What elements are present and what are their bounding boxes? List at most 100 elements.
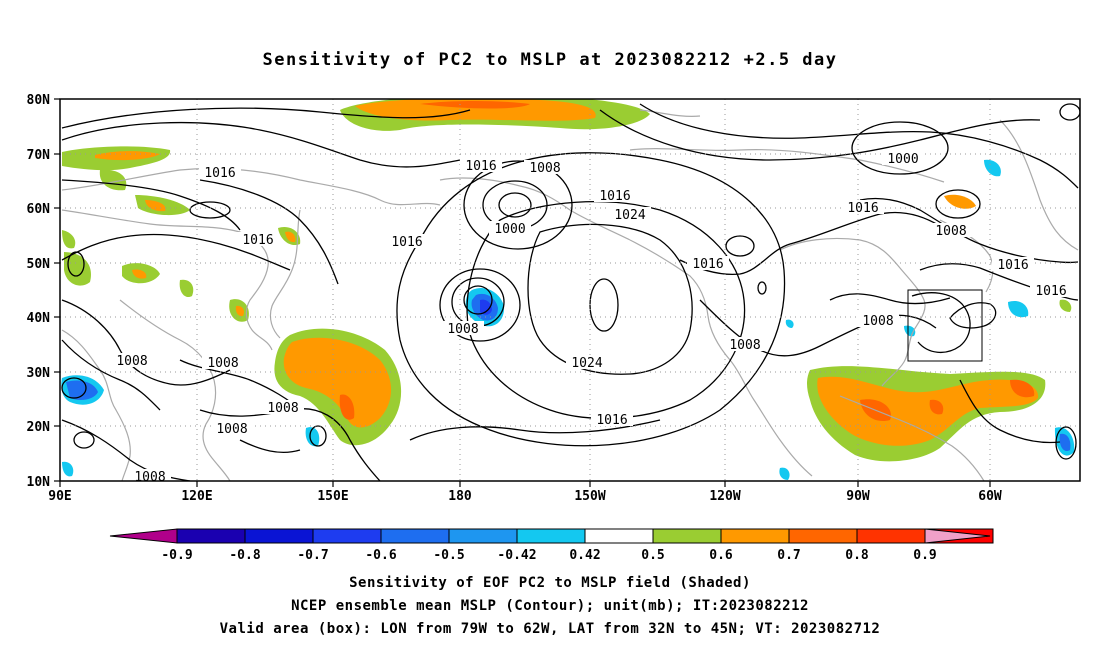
positive-region-north-atlantic: [807, 194, 1072, 462]
contour-label-text: 1016: [242, 233, 273, 248]
contour-label: 1008: [211, 421, 253, 437]
contour-label: 1016: [687, 256, 729, 272]
colorbar-segment: [312, 528, 382, 544]
map-title: Sensitivity of PC2 to MSLP at 2023082212…: [262, 50, 838, 70]
contour-label-text: 1008: [729, 338, 760, 353]
contour-label-text: 1016: [465, 159, 496, 174]
colorbar-label: -0.6: [365, 548, 396, 563]
lat-label: 80N: [27, 93, 51, 108]
coastlines: [61, 109, 1079, 481]
colorbar-label: 0.8: [845, 548, 869, 563]
contour-label-text: 1016: [1035, 284, 1066, 299]
contour-label-text: 1008: [267, 401, 298, 416]
plot-frame: [59, 98, 1081, 482]
lat-label: 20N: [27, 420, 51, 435]
contour-label: 1008: [930, 223, 972, 239]
contour-label: 1024: [609, 207, 651, 223]
colorbar-label: -0.8: [229, 548, 260, 563]
lon-label: 60W: [978, 489, 1002, 504]
contour-label: 1024: [566, 355, 608, 371]
lat-label: 70N: [27, 148, 51, 163]
colorbar-label: 0.5: [641, 548, 664, 563]
contour-label-text: 1000: [887, 152, 918, 167]
graticule: [60, 99, 1080, 481]
contour-label-text: 1008: [216, 422, 247, 437]
valid-area-box: [907, 289, 983, 362]
contour-label-text: 1008: [447, 322, 478, 337]
contour-label: 1000: [882, 151, 924, 167]
contour-label: 1016: [237, 232, 279, 248]
contour-label-text: 1024: [571, 356, 602, 371]
lon-label: 90E: [48, 489, 71, 504]
lon-label: 120E: [181, 489, 212, 504]
contour-labels: 1016 1016 1016 1008 1008 1008 1008 1008 …: [111, 151, 1072, 485]
colorbar-label: -0.7: [297, 548, 328, 563]
contour-label-text: 1016: [204, 166, 235, 181]
colorbar-segment: [720, 528, 790, 544]
lat-label: 30N: [27, 366, 51, 381]
longitude-labels: 90E 120E 150E 180 150W 120W 90W 60W: [48, 489, 1002, 504]
contour-label-text: 1016: [599, 189, 630, 204]
colorbar-label: -0.42: [497, 548, 536, 563]
positive-region-arctic: [340, 99, 650, 131]
positive-region-west-pacific: [274, 328, 402, 446]
lon-label: 90W: [846, 489, 870, 504]
lon-label: 120W: [709, 489, 740, 504]
caption-valid-area: Valid area (box): LON from 79W to 62W, L…: [219, 621, 881, 637]
colorbar-labels: -0.9 -0.8 -0.7 -0.6 -0.5 -0.42 0.42 0.5 …: [161, 548, 936, 563]
contour-label-text: 1008: [134, 470, 165, 485]
sensitivity-shading: [61, 99, 1075, 480]
colorbar-segment: [788, 528, 858, 544]
caption-shading: Sensitivity of EOF PC2 to MSLP field (Sh…: [349, 575, 751, 591]
colorbar: -0.9 -0.8 -0.7 -0.6 -0.5 -0.42 0.42 0.5 …: [109, 528, 994, 563]
contour-label-text: 1024: [614, 208, 645, 223]
contour-low-bering-outer: [463, 160, 573, 250]
contour-low-bering-inner: [498, 192, 532, 218]
contour-label: 1008: [724, 337, 766, 353]
colorbar-label: -0.9: [161, 548, 192, 563]
colorbar-label: 0.9: [913, 548, 936, 563]
contour-label: 1008: [129, 469, 171, 485]
contour-label: 1008: [111, 353, 153, 369]
contour-label-text: 1008: [116, 354, 147, 369]
contour-label: 1016: [460, 158, 502, 174]
contour-label: 1016: [386, 234, 428, 250]
lat-label: 40N: [27, 311, 51, 326]
contour-label-text: 1016: [596, 413, 627, 428]
contour-label: 1016: [992, 257, 1034, 273]
contour-label: 1016: [594, 188, 636, 204]
colorbar-arrow-min: [109, 528, 178, 544]
contour-label: 1008: [857, 313, 899, 329]
contour-label-text: 1008: [207, 356, 238, 371]
contour-label-text: 1008: [529, 161, 560, 176]
contour-label: 1008: [202, 355, 244, 371]
latitude-labels: 80N 70N 60N 50N 40N 30N 20N 10N: [27, 93, 51, 490]
caption-contour: NCEP ensemble mean MSLP (Contour); unit(…: [291, 598, 809, 614]
contour-label: 1008: [442, 321, 484, 337]
colorbar-segment: [448, 528, 518, 544]
contour-label-text: 1016: [997, 258, 1028, 273]
contour-label-text: 1016: [692, 257, 723, 272]
contour-label-text: 1016: [391, 235, 422, 250]
colorbar-label: 0.6: [709, 548, 733, 563]
contour-label-text: 1008: [935, 224, 966, 239]
colorbar-label: 0.7: [777, 548, 800, 563]
contour-label: 1008: [524, 160, 566, 176]
contour-label: 1016: [199, 165, 241, 181]
contour-label-text: 1008: [862, 314, 893, 329]
lon-label: 150W: [574, 489, 605, 504]
colorbar-label: 0.42: [569, 548, 600, 563]
lon-label: 180: [448, 489, 472, 504]
lon-label: 150E: [317, 489, 348, 504]
colorbar-segment: [516, 528, 586, 544]
contour-pacific-high-inner: [589, 278, 619, 332]
colorbar-segment: [176, 528, 246, 544]
contour-label: 1016: [842, 200, 884, 216]
lat-label: 50N: [27, 257, 51, 272]
contour-label-text: 1000: [494, 222, 525, 237]
lat-label: 10N: [27, 475, 51, 490]
contour-label: 1008: [262, 400, 304, 416]
contour-label: 1016: [1030, 283, 1072, 299]
contour-label: 1000: [489, 221, 531, 237]
